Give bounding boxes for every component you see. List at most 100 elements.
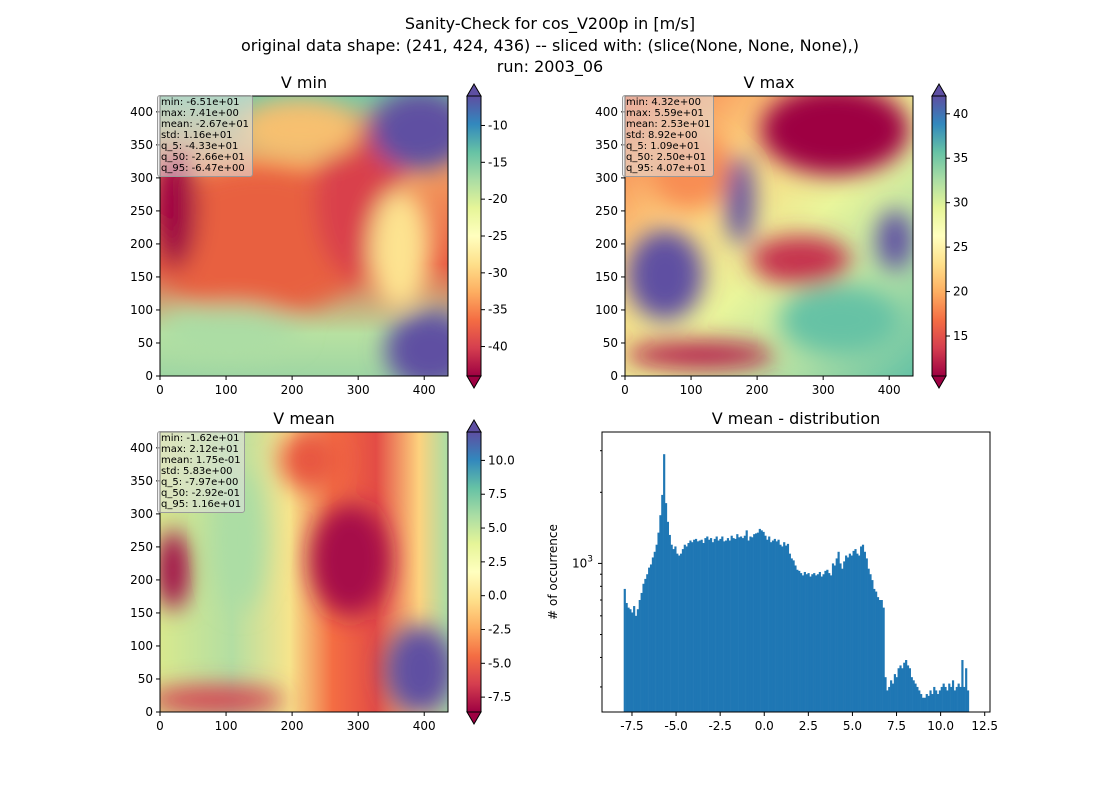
vmin-stat-line: std: 1.16e+01 (161, 130, 233, 141)
histogram-bar (732, 538, 735, 712)
histogram-bar (734, 538, 737, 712)
histogram-bar (715, 536, 718, 712)
histogram-bar (936, 694, 940, 712)
histogram-bar (672, 549, 675, 712)
histogram-bar (728, 540, 731, 712)
histogram-xtick-label: 5.0 (843, 719, 862, 733)
histogram-bar (910, 677, 913, 712)
vmean-stat-line: q_95: 1.16e+01 (161, 499, 242, 510)
vmean-ytick-label: 250 (130, 540, 153, 554)
histogram-bar (736, 534, 739, 712)
histogram-xtick-label: -5.0 (664, 719, 687, 733)
vmin-ytick-label: 150 (130, 270, 153, 284)
histogram-bar (858, 555, 861, 712)
vmin-stat-line: q_95: -6.47e+00 (161, 163, 245, 174)
histogram-bar (946, 690, 949, 712)
histogram-bar (724, 540, 728, 712)
vmean-colorbar-tick-label: 7.5 (488, 487, 507, 501)
histogram-bar (890, 680, 893, 712)
histogram-bar (636, 609, 639, 712)
histogram-bar (648, 567, 651, 712)
vmean-ytick-label: 300 (130, 507, 153, 521)
histogram-bar (691, 542, 694, 712)
histogram-bar (633, 606, 636, 712)
histogram-bar (813, 573, 816, 712)
histogram-bar (762, 531, 765, 712)
vmean-colorbar (467, 432, 481, 712)
histogram-bar (766, 539, 769, 712)
vmean-colorbar-tick-label: 5.0 (488, 521, 507, 535)
histogram-bar (950, 686, 953, 712)
vmax-ytick-label: 50 (603, 336, 618, 350)
histogram-bar (706, 536, 709, 712)
histogram-bar (801, 575, 805, 712)
vmin-ytick-label: 350 (130, 138, 153, 152)
histogram-bar (631, 612, 634, 712)
histogram-bar (657, 532, 660, 712)
histogram-bar (835, 558, 838, 712)
vmin-colorbar-tick-label: -35 (488, 303, 508, 317)
histogram-bar (634, 615, 638, 712)
histogram-bar (841, 568, 844, 712)
vmean-colorbar-tick-label: -5.0 (488, 656, 511, 670)
histogram-bar (646, 574, 649, 712)
vmean-stat-line: std: 5.83e+00 (161, 466, 233, 477)
histogram-bar (820, 576, 823, 712)
histogram-bar (693, 539, 696, 712)
histogram-bar (792, 560, 795, 712)
histogram-bar (726, 538, 730, 712)
vmin-colorbar-extend-bottom (466, 375, 482, 389)
histogram-bar (768, 536, 771, 712)
histogram-bar (670, 544, 673, 712)
vmean-xtick-label: 400 (413, 719, 436, 733)
vmax-stat-line: q_95: 4.07e+01 (626, 163, 707, 174)
histogram-bar (923, 697, 926, 712)
histogram-bar (931, 694, 934, 712)
histogram-bar (785, 545, 788, 712)
histogram-bar (815, 575, 818, 712)
histogram-bar (848, 553, 851, 712)
vmin-xtick-label: 100 (215, 383, 238, 397)
vmin-stat-line: q_5: -4.33e+01 (161, 141, 239, 152)
histogram-bar (888, 686, 891, 712)
vmax-frame (624, 95, 914, 377)
histogram-bar (788, 553, 791, 712)
histogram-bar (796, 569, 799, 712)
histogram-bar (884, 677, 887, 712)
histogram-frame (601, 431, 991, 713)
vmean-ytick-label: 100 (130, 639, 153, 653)
vmax-stats-box: min: 4.32e+00 max: 5.59e+01 mean: 2.53e+01… (622, 95, 715, 177)
histogram-bar (850, 555, 853, 712)
vmean-ytick-label: 50 (138, 672, 153, 686)
histogram-bar (754, 533, 758, 712)
histogram-bar (739, 536, 743, 712)
histogram-bar (912, 680, 915, 712)
histogram-bar (865, 558, 868, 712)
histogram-xtick-label: 10.0 (927, 719, 954, 733)
histogram-bar (845, 555, 848, 712)
vmax-colorbar-extend-top (931, 83, 947, 97)
figure-title: Sanity-Check for cos_V200p in [m/s] (404, 14, 696, 33)
histogram-bar (869, 574, 872, 712)
vmax-stat-line: std: 8.92e+00 (626, 130, 698, 141)
vmin-colorbar-tick-label: -15 (488, 155, 508, 169)
figure-subtitle: original data shape: (241, 424, 436) -- … (241, 36, 859, 55)
histogram-bar (687, 543, 690, 712)
vmax-ytick-label: 0 (610, 369, 618, 383)
histogram-bar (908, 668, 911, 712)
histogram-bar (627, 607, 630, 712)
vmean-ytick-label: 0 (145, 705, 153, 719)
histogram-bar (676, 553, 679, 712)
histogram-bar (856, 553, 859, 712)
vmean-ytick-label: 150 (130, 606, 153, 620)
histogram-bar (721, 536, 724, 712)
vmin-xtick-label: 200 (281, 383, 304, 397)
vmean-stat-line: q_50: -2.92e-01 (161, 488, 240, 499)
vmean-stat-line: mean: 1.75e-01 (161, 455, 241, 466)
histogram-bar (957, 683, 960, 712)
histogram-bar (751, 537, 754, 712)
histogram-bar (629, 609, 632, 712)
histogram-bar (696, 541, 700, 712)
vmean-ytick-label: 350 (130, 474, 153, 488)
histogram-bar (938, 690, 941, 712)
